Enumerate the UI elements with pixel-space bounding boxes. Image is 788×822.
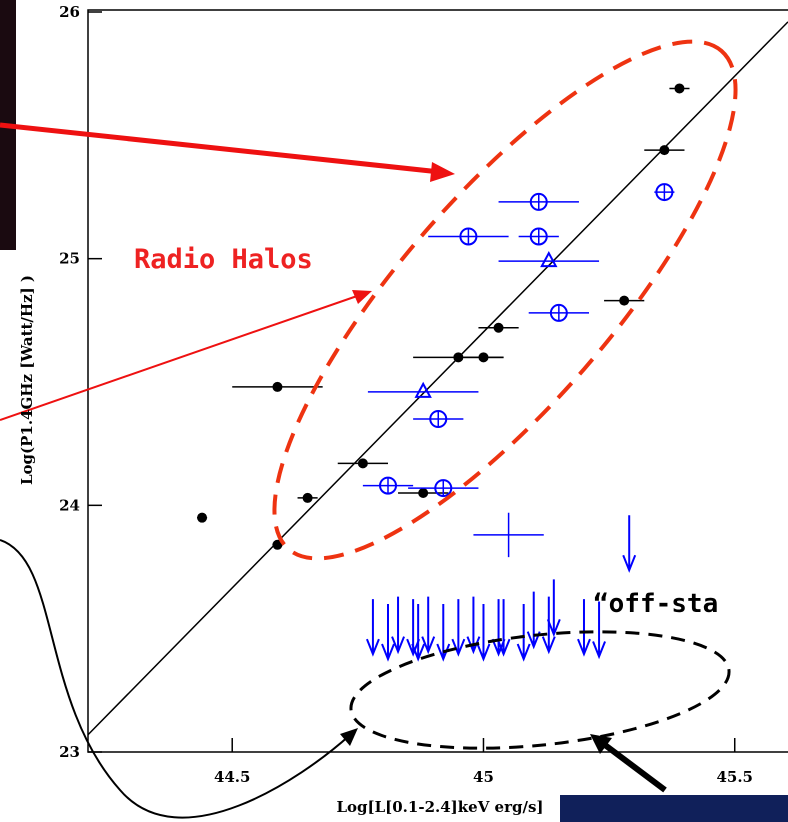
upper-limit bbox=[518, 604, 530, 659]
point bbox=[303, 493, 313, 503]
point bbox=[619, 296, 629, 306]
point bbox=[272, 382, 282, 392]
x-tick-label: 45 bbox=[473, 768, 494, 786]
arrowhead bbox=[430, 162, 455, 182]
point bbox=[494, 323, 504, 333]
y-tick-label: 25 bbox=[59, 250, 80, 268]
chart: 2324252644.54545.5 Radio Halos “off-sta … bbox=[0, 0, 788, 822]
point bbox=[453, 352, 463, 362]
annotation: Radio Halos bbox=[134, 244, 313, 275]
fit-line bbox=[88, 22, 788, 735]
point bbox=[418, 488, 428, 498]
arrow bbox=[0, 125, 440, 172]
upper-limit bbox=[367, 599, 379, 654]
upper-limit bbox=[452, 599, 464, 654]
x-tick-label: 45.5 bbox=[716, 768, 753, 786]
arrowhead bbox=[340, 728, 358, 746]
point bbox=[416, 384, 430, 397]
y-tick-label: 23 bbox=[59, 743, 80, 761]
point bbox=[478, 352, 488, 362]
point bbox=[674, 83, 684, 93]
upper-limit bbox=[392, 597, 404, 652]
y-tick-label: 24 bbox=[59, 496, 80, 514]
y-tick-label: 26 bbox=[59, 3, 80, 21]
upper-limit bbox=[477, 604, 489, 659]
upper-limit bbox=[422, 597, 434, 652]
image-strip bbox=[560, 795, 788, 822]
arrow bbox=[0, 295, 360, 420]
y-axis-label: Log(P1.4GHz [Watt/Hz] ) bbox=[18, 275, 36, 485]
annotation: “off-sta bbox=[593, 589, 718, 619]
curve-arrow bbox=[0, 540, 350, 818]
x-tick-label: 44.5 bbox=[214, 768, 251, 786]
upper-limit bbox=[528, 592, 540, 647]
upper-limit bbox=[623, 515, 635, 570]
upper-limit bbox=[382, 604, 394, 659]
halo-ellipse bbox=[209, 0, 788, 618]
x-axis-label: Log[L[0.1-2.4]keV erg/s] bbox=[336, 798, 543, 816]
point bbox=[358, 458, 368, 468]
point bbox=[659, 145, 669, 155]
point bbox=[197, 513, 207, 523]
upper-limit bbox=[578, 599, 590, 654]
